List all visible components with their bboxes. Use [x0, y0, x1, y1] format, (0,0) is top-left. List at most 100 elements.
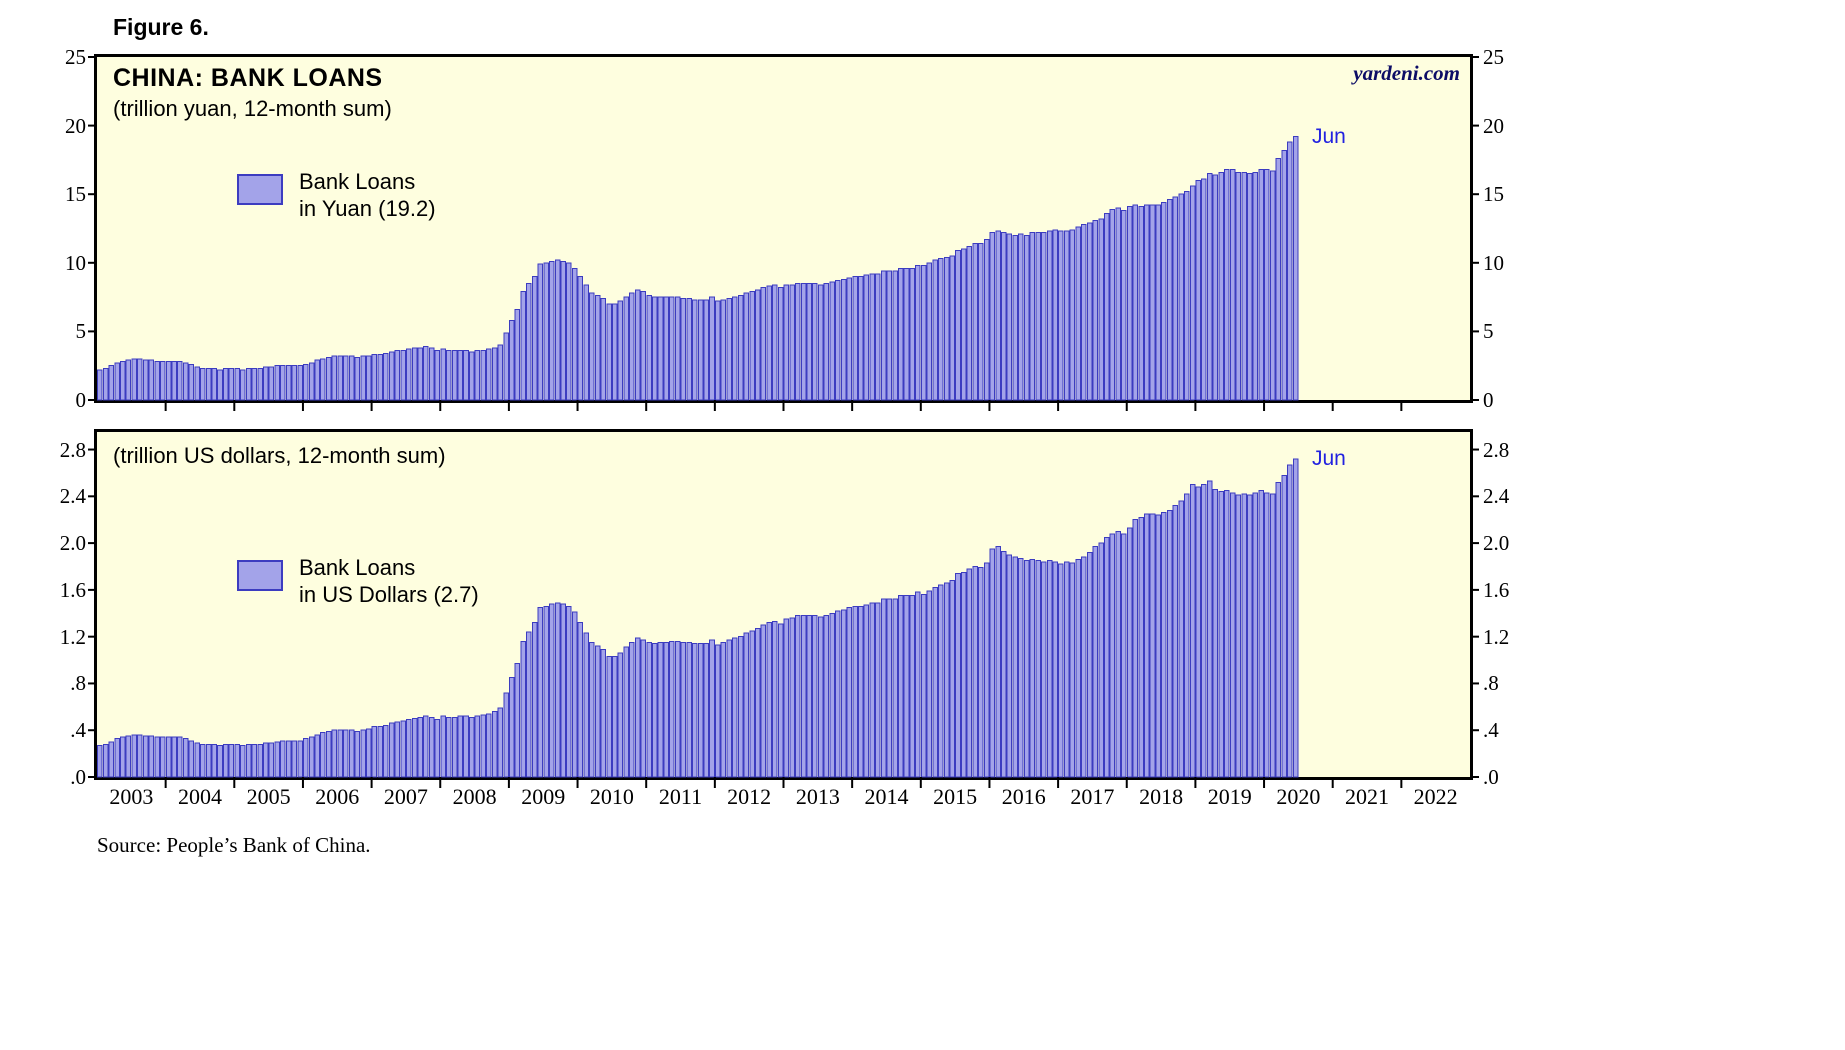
- bar: [200, 367, 206, 401]
- bar: [1287, 464, 1293, 778]
- bar: [320, 732, 326, 778]
- bar: [983, 238, 990, 401]
- bar: [263, 742, 269, 778]
- bar: [503, 692, 509, 778]
- bar: [1184, 493, 1190, 778]
- bar: [823, 282, 830, 401]
- bar: [926, 590, 933, 778]
- bar: [1241, 171, 1247, 401]
- bar: [520, 291, 526, 401]
- bar: [1178, 500, 1184, 778]
- bar: [1115, 207, 1121, 401]
- bar: [1149, 513, 1156, 778]
- usd-y-axis-right: .0 .4 .8 1.2 1.6 2.0 2.4 2.8: [1483, 432, 1543, 789]
- bar: [554, 259, 561, 401]
- bar: [606, 303, 612, 401]
- bar: [171, 361, 177, 401]
- bar: [1269, 493, 1276, 778]
- y-axis-tick-label: 10: [65, 250, 86, 275]
- y-axis-tick-label: 2.8: [59, 437, 86, 462]
- bar: [108, 365, 115, 401]
- bar: [394, 721, 401, 778]
- bar: [863, 604, 870, 778]
- bar: [617, 300, 624, 401]
- bar: [840, 609, 847, 778]
- bar: [600, 297, 607, 401]
- bar: [600, 649, 607, 778]
- bar: [343, 355, 349, 401]
- bar: [1258, 489, 1264, 778]
- bar: [800, 615, 807, 778]
- bar: [978, 243, 984, 401]
- bar: [623, 646, 629, 778]
- bar: [852, 276, 858, 401]
- bar: [743, 632, 750, 778]
- bar: [446, 716, 452, 778]
- x-axis-year-label: 2020: [1276, 784, 1321, 809]
- bar: [245, 743, 252, 778]
- bar: [280, 740, 286, 778]
- y-axis-tick-label: 2.0: [1483, 531, 1510, 556]
- usd-legend-swatch: [237, 560, 283, 591]
- x-axis-year-label: 2004: [177, 784, 222, 809]
- bar: [486, 713, 492, 778]
- yuan-y-axis-right: 0 5 10 15 20 25: [1483, 45, 1543, 412]
- bar: [474, 715, 481, 778]
- bar: [325, 356, 332, 401]
- bar: [1018, 233, 1024, 401]
- bar: [1264, 169, 1270, 401]
- bar: [1103, 212, 1110, 401]
- bar: [428, 347, 435, 401]
- bar: [451, 716, 458, 778]
- bar: [669, 640, 675, 778]
- bar: [589, 642, 595, 778]
- bar: [983, 562, 990, 778]
- bar: [703, 643, 710, 778]
- bar: [760, 287, 767, 401]
- bar: [1235, 171, 1242, 401]
- bar: [737, 295, 744, 401]
- bar: [188, 740, 195, 778]
- bar: [240, 369, 246, 401]
- bar: [755, 627, 761, 778]
- bar: [211, 367, 218, 401]
- bar: [795, 282, 801, 401]
- bar: [423, 715, 429, 778]
- bar: [234, 743, 240, 778]
- bar: [1195, 486, 1202, 778]
- bar: [383, 725, 389, 778]
- bar: [205, 743, 212, 778]
- bar: [1052, 561, 1058, 778]
- bar: [137, 734, 143, 778]
- bar: [1184, 190, 1190, 401]
- bar: [714, 300, 721, 401]
- x-axis-year-label: 2022: [1413, 784, 1458, 809]
- yardeni-watermark: yardeni.com: [1353, 61, 1460, 85]
- bar: [274, 365, 280, 401]
- bar: [709, 639, 715, 778]
- bar: [1115, 530, 1121, 778]
- bar: [755, 289, 761, 401]
- bar: [1218, 491, 1224, 778]
- usd-bars-chart: [88, 448, 1479, 788]
- bar: [1224, 169, 1230, 401]
- bar: [1144, 513, 1150, 778]
- bar: [411, 347, 418, 401]
- bar: [434, 350, 441, 401]
- x-axis-year-label: 2015: [933, 784, 978, 809]
- bar: [857, 276, 864, 401]
- bar: [503, 332, 509, 401]
- usd-latest-annotation: Jun: [1312, 447, 1346, 470]
- bar: [108, 741, 115, 778]
- bar: [606, 656, 612, 778]
- bar: [257, 743, 263, 778]
- bar: [1172, 196, 1179, 401]
- bar: [623, 296, 629, 401]
- bar: [1144, 204, 1150, 401]
- bar: [1138, 516, 1144, 778]
- bar: [1287, 141, 1293, 401]
- bar: [154, 736, 160, 778]
- bar: [766, 622, 772, 778]
- bar: [640, 639, 647, 778]
- bar: [594, 645, 601, 778]
